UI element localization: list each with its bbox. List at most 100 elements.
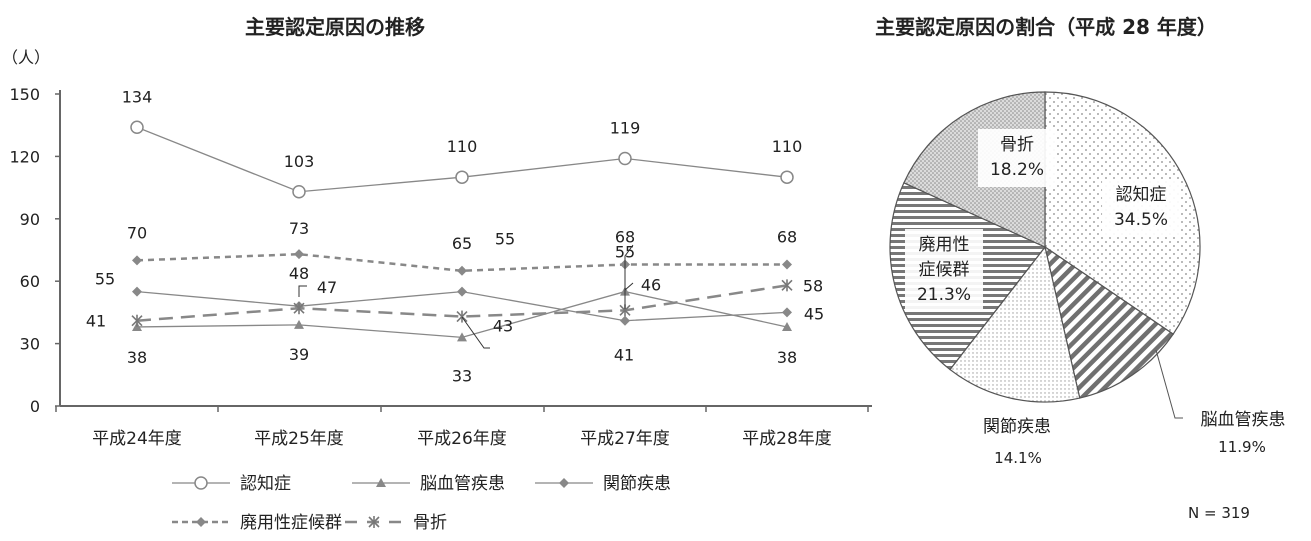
legend-label: 関節疾患: [603, 474, 671, 494]
label-leader-line: [624, 244, 634, 293]
data-label: 103: [284, 152, 315, 171]
slice-name: 骨折: [1000, 135, 1034, 155]
pie-labels: 認知症 34.5% 骨折 18.2% 廃用性症候群 21.3% 脳血管疾患 11.9% 関節疾患…: [905, 129, 1286, 467]
slice-name: 認知症: [1116, 185, 1167, 205]
line-chart: 主要認定原因の推移 （人） 0 30 60 90 120 150 平成24年度 平成25年度 平…: [2, 15, 872, 533]
data-label: 39: [289, 345, 309, 364]
slice-percent: 21.3%: [917, 285, 971, 305]
slice-name: 廃用性: [919, 235, 970, 255]
data-label: 41: [86, 312, 106, 331]
line-chart-data-labels: 134 103 110 119 110 38 39 33 55 38 55 48 55 41 45 70 73 6…: [86, 87, 824, 385]
legend-label: 廃用性症候群: [240, 513, 342, 533]
y-tick-label: 90: [20, 210, 40, 229]
data-point-circle: [618, 151, 632, 166]
legend-label: 脳血管疾患: [420, 474, 505, 494]
data-label: 55: [495, 230, 515, 249]
y-tick-label: 0: [30, 397, 40, 416]
data-label: 41: [614, 346, 634, 365]
data-label: 68: [615, 228, 635, 247]
pie-chart: 主要認定原因の割合（平成 28 年度） 認知症 34.5% 骨折 18.2% 廃用性症候…: [875, 15, 1285, 522]
data-point-circle: [780, 170, 794, 184]
y-tick-label: 120: [9, 147, 40, 166]
y-tick-label: 30: [20, 335, 40, 354]
series-disuse-syndrome: [132, 249, 792, 276]
series-cerebrovascular: [132, 286, 792, 342]
line-chart-axes: 0 30 60 90 120 150 平成24年度 平成25年度 平成26年度 平成27年度 平成2…: [9, 85, 872, 449]
data-point-diamond: [620, 315, 630, 326]
data-point-asterisk: [293, 302, 305, 315]
data-point-diamond: [132, 286, 142, 297]
legend-label: 骨折: [413, 513, 447, 533]
sample-size-note: N = 319: [1188, 504, 1250, 522]
label-leader-line: [624, 282, 634, 309]
data-label: 58: [803, 276, 823, 295]
data-point-triangle: [457, 332, 467, 342]
data-point-circle: [130, 120, 144, 135]
legend-item-joint-disease: 関節疾患: [535, 474, 671, 494]
x-tick-label: 平成25年度: [254, 429, 344, 449]
data-label: 70: [127, 223, 147, 242]
data-point-diamond: [294, 249, 304, 260]
x-tick-label: 平成24年度: [92, 429, 182, 449]
data-point-diamond: [457, 265, 467, 276]
legend-item-disuse-syndrome: 廃用性症候群: [172, 513, 342, 533]
data-point-circle: [455, 170, 469, 184]
x-tick-label: 平成28年度: [742, 429, 832, 449]
y-tick-label: 150: [9, 85, 40, 104]
slice-name: 関節疾患: [983, 417, 1051, 437]
data-label: 110: [447, 137, 478, 156]
data-point-circle: [194, 476, 208, 490]
data-point-diamond: [132, 255, 142, 266]
data-label: 46: [641, 275, 661, 294]
line-chart-series: [130, 120, 794, 342]
data-point-asterisk: [131, 314, 143, 327]
data-label: 65: [452, 234, 472, 253]
series-line: [136, 252, 787, 273]
data-label: 38: [777, 348, 797, 367]
legend-item-dementia: 認知症: [172, 474, 291, 494]
slice-percent: 34.5%: [1114, 210, 1168, 230]
slice-leader-line: [1155, 349, 1183, 419]
data-point-asterisk: [368, 516, 380, 528]
slice-name: 脳血管疾患: [1201, 410, 1286, 430]
legend-item-fracture: 骨折: [345, 513, 447, 533]
label-leader-line: [461, 316, 490, 349]
slice-name: 症候群: [919, 260, 970, 280]
data-label: 55: [95, 270, 115, 289]
data-point-triangle: [782, 321, 792, 331]
legend-item-cerebrovascular: 脳血管疾患: [352, 474, 505, 494]
data-point-diamond: [196, 517, 206, 527]
series-fracture: [131, 279, 793, 327]
pie-slice-cerebrovascular: [1044, 245, 1175, 399]
data-label: 48: [289, 264, 309, 283]
slice-percent: 11.9%: [1218, 438, 1266, 456]
x-tick-label: 平成26年度: [417, 429, 507, 449]
data-label: 33: [452, 366, 472, 385]
data-point-triangle: [376, 478, 386, 487]
data-point-asterisk: [781, 279, 793, 292]
data-label: 47: [317, 278, 337, 297]
data-label: 55: [615, 243, 635, 262]
data-label: 73: [289, 219, 309, 238]
slice-label-dementia: 認知症 34.5%: [1102, 179, 1180, 237]
data-point-circle: [292, 185, 306, 199]
x-tick-label: 平成27年度: [580, 429, 670, 449]
series-dementia: [130, 120, 794, 199]
data-label: 110: [772, 137, 803, 156]
y-axis-label: （人）: [2, 48, 50, 67]
data-point-diamond: [782, 307, 792, 318]
data-point-diamond: [457, 286, 467, 297]
slice-label-disuse-syndrome: 廃用性症候群 21.3%: [905, 229, 983, 312]
data-label: 38: [127, 348, 147, 367]
pie-chart-title: 主要認定原因の割合（平成 28 年度）: [875, 15, 1217, 39]
data-label: 68: [777, 228, 797, 247]
label-leader-line: [298, 285, 307, 297]
slice-percent: 18.2%: [990, 160, 1044, 180]
data-label: 43: [493, 317, 513, 336]
data-point-asterisk: [456, 310, 468, 323]
slice-label-fracture: 骨折 18.2%: [978, 129, 1056, 187]
data-label: 134: [122, 87, 153, 106]
data-point-triangle: [294, 319, 304, 329]
